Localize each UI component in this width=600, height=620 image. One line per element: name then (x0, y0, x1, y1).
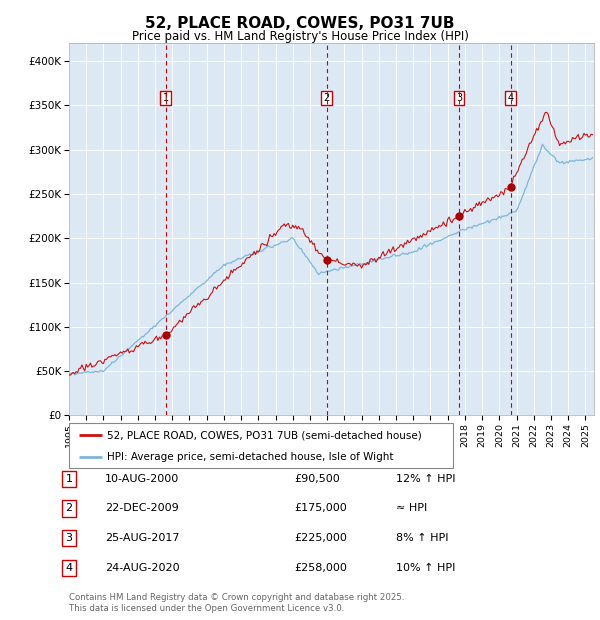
Text: 2: 2 (65, 503, 73, 513)
Text: £258,000: £258,000 (294, 563, 347, 573)
Text: 25-AUG-2017: 25-AUG-2017 (105, 533, 179, 543)
Text: 52, PLACE ROAD, COWES, PO31 7UB (semi-detached house): 52, PLACE ROAD, COWES, PO31 7UB (semi-de… (107, 430, 422, 440)
Text: 10% ↑ HPI: 10% ↑ HPI (396, 563, 455, 573)
Text: £225,000: £225,000 (294, 533, 347, 543)
Text: 1: 1 (163, 94, 169, 104)
Text: 1: 1 (65, 474, 73, 484)
Text: 12% ↑ HPI: 12% ↑ HPI (396, 474, 455, 484)
Text: 3: 3 (65, 533, 73, 543)
Text: 4: 4 (65, 563, 73, 573)
Text: 52, PLACE ROAD, COWES, PO31 7UB: 52, PLACE ROAD, COWES, PO31 7UB (145, 16, 455, 31)
Text: 2: 2 (323, 94, 330, 104)
Text: 24-AUG-2020: 24-AUG-2020 (105, 563, 179, 573)
Text: 22-DEC-2009: 22-DEC-2009 (105, 503, 179, 513)
Text: Contains HM Land Registry data © Crown copyright and database right 2025.
This d: Contains HM Land Registry data © Crown c… (69, 593, 404, 613)
Text: Price paid vs. HM Land Registry's House Price Index (HPI): Price paid vs. HM Land Registry's House … (131, 30, 469, 43)
FancyBboxPatch shape (69, 423, 453, 468)
Text: £90,500: £90,500 (294, 474, 340, 484)
Text: ≈ HPI: ≈ HPI (396, 503, 427, 513)
Text: 10-AUG-2000: 10-AUG-2000 (105, 474, 179, 484)
Text: 4: 4 (508, 94, 514, 104)
Text: 8% ↑ HPI: 8% ↑ HPI (396, 533, 449, 543)
Text: 3: 3 (456, 94, 462, 104)
Text: HPI: Average price, semi-detached house, Isle of Wight: HPI: Average price, semi-detached house,… (107, 452, 394, 462)
Text: £175,000: £175,000 (294, 503, 347, 513)
